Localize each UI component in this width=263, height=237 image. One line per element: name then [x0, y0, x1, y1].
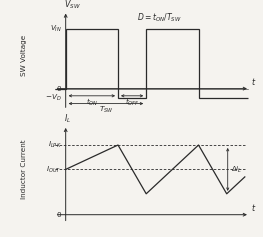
Text: $V_{IN}$: $V_{IN}$ [50, 23, 62, 34]
Text: Inductor Current: Inductor Current [21, 139, 27, 199]
Text: $I_{LPK}$: $I_{LPK}$ [48, 140, 62, 150]
Text: $\Delta i_L$: $\Delta i_L$ [231, 164, 242, 174]
Text: $t$: $t$ [251, 202, 256, 213]
Text: $t$: $t$ [251, 76, 256, 87]
Text: $T_{SW}$: $T_{SW}$ [99, 105, 113, 115]
Text: $t_{OFF}$: $t_{OFF}$ [125, 97, 139, 108]
Text: $I_{OUT}$: $I_{OUT}$ [47, 164, 62, 174]
Text: $V_{SW}$: $V_{SW}$ [64, 0, 80, 11]
Text: $0$: $0$ [55, 84, 62, 93]
Text: $I_L$: $I_L$ [64, 113, 71, 125]
Text: $D = t_{ON}/ T_{SW}$: $D = t_{ON}/ T_{SW}$ [137, 12, 182, 24]
Text: $-V_D$: $-V_D$ [45, 92, 62, 103]
Text: $0$: $0$ [55, 210, 62, 219]
Text: SW Voltage: SW Voltage [21, 35, 27, 76]
Text: $t_{ON}$: $t_{ON}$ [86, 97, 98, 108]
